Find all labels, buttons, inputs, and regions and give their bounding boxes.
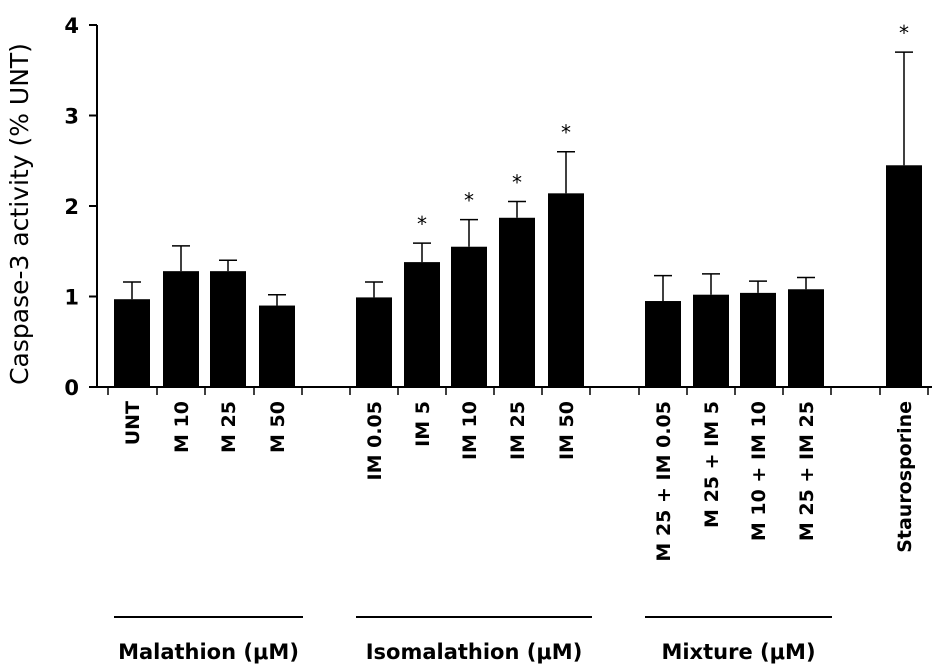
bar	[114, 299, 150, 387]
bar	[548, 193, 584, 387]
bar	[693, 294, 729, 387]
y-ticks: 0 1 2 3 4	[64, 14, 929, 400]
bar	[259, 305, 295, 387]
significance-marker: *	[561, 121, 571, 145]
x-tick-label: IM 50	[556, 401, 578, 460]
x-tick-label: IM 0.05	[364, 401, 386, 480]
bar	[210, 271, 246, 387]
x-tick-label: IM 5	[412, 401, 434, 447]
bar	[356, 297, 392, 387]
group-label: Malathion (μM)	[118, 640, 299, 664]
significance-marker: *	[417, 212, 427, 236]
x-tick-label: UNT	[122, 401, 144, 445]
bar	[788, 289, 824, 387]
x-tick-label: M 25	[218, 401, 240, 453]
bar	[163, 271, 199, 387]
group-brackets: Malathion (μM) Isomalathion (μM) Mixture (…	[114, 616, 832, 664]
x-tick-label: IM 25	[507, 401, 529, 460]
y-axis-label: Caspase-3 activity (% UNT)	[5, 43, 34, 385]
bars: * * * * *	[114, 21, 922, 387]
bar	[740, 292, 776, 387]
bar	[499, 217, 535, 387]
y-tick-label: 4	[64, 14, 79, 38]
significance-marker: *	[464, 189, 474, 213]
bar	[451, 246, 487, 387]
significance-marker: *	[512, 170, 522, 194]
x-tick-label: M 25 + IM 0.05	[653, 401, 675, 562]
bar	[886, 165, 922, 387]
bar	[645, 301, 681, 387]
x-tick-label: M 10	[171, 401, 193, 453]
bar	[404, 262, 440, 387]
y-tick-label: 0	[64, 376, 79, 400]
x-tick-label: M 50	[267, 401, 289, 453]
x-tick-labels: UNT M 10 M 25 M 50 IM 0.05 IM 5 IM 10 IM 25 IM 5…	[122, 401, 916, 562]
group-label: Isomalathion (μM)	[366, 640, 583, 664]
x-tick-label: M 25 + IM 25	[796, 401, 818, 541]
y-tick-label: 3	[64, 105, 79, 129]
significance-marker: *	[899, 21, 909, 45]
y-tick-label: 1	[64, 286, 79, 310]
x-tick-label: IM 10	[459, 401, 481, 460]
x-tick-label: M 10 + IM 10	[748, 401, 770, 541]
x-tick-label: M 25 + IM 5	[701, 401, 723, 528]
y-tick-label: 2	[64, 195, 79, 219]
x-tick-label: Staurosporine	[894, 401, 916, 553]
group-label: Mixture (μM)	[661, 640, 815, 664]
